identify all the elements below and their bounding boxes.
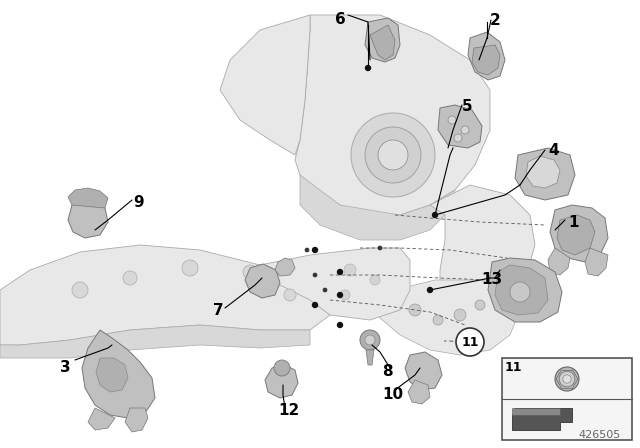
Circle shape [340, 290, 350, 300]
Circle shape [344, 264, 356, 276]
Polygon shape [526, 156, 560, 188]
Polygon shape [472, 45, 500, 75]
Polygon shape [275, 258, 295, 276]
Polygon shape [0, 245, 330, 345]
Text: 1: 1 [568, 215, 579, 230]
Polygon shape [96, 358, 128, 392]
Polygon shape [548, 248, 570, 275]
Polygon shape [265, 364, 298, 398]
Polygon shape [512, 408, 572, 430]
Circle shape [433, 315, 443, 325]
Text: 8: 8 [382, 364, 392, 379]
Polygon shape [515, 148, 575, 200]
Text: 3: 3 [60, 360, 70, 375]
Text: 11: 11 [461, 336, 479, 349]
Circle shape [305, 248, 309, 252]
Text: 7: 7 [213, 303, 223, 318]
Circle shape [563, 375, 572, 383]
Circle shape [123, 271, 137, 285]
Circle shape [559, 371, 575, 387]
Text: 426505: 426505 [579, 430, 621, 440]
Polygon shape [295, 15, 490, 215]
Circle shape [72, 282, 88, 298]
Polygon shape [68, 200, 108, 238]
Circle shape [182, 260, 198, 276]
Circle shape [456, 328, 484, 356]
Circle shape [312, 302, 317, 307]
Circle shape [461, 126, 469, 134]
Polygon shape [585, 248, 608, 276]
Polygon shape [366, 350, 374, 365]
Polygon shape [245, 264, 280, 298]
Polygon shape [405, 352, 442, 390]
Circle shape [448, 116, 456, 124]
Polygon shape [220, 15, 310, 155]
Text: 9: 9 [133, 195, 143, 210]
Circle shape [337, 293, 342, 297]
Circle shape [284, 289, 296, 301]
Circle shape [243, 265, 257, 279]
Text: 2: 2 [490, 13, 500, 28]
Polygon shape [82, 330, 155, 418]
Circle shape [454, 309, 466, 321]
Circle shape [351, 113, 435, 197]
Circle shape [274, 360, 290, 376]
Circle shape [433, 212, 438, 217]
Polygon shape [438, 105, 482, 148]
Circle shape [428, 288, 433, 293]
Text: 13: 13 [481, 272, 502, 287]
Text: 4: 4 [548, 143, 559, 158]
Polygon shape [260, 248, 410, 320]
Circle shape [360, 330, 380, 350]
Text: 5: 5 [462, 99, 472, 114]
Text: 11: 11 [505, 361, 522, 374]
Text: 12: 12 [278, 403, 300, 418]
Circle shape [313, 273, 317, 277]
Text: 10: 10 [382, 387, 403, 402]
Polygon shape [408, 380, 430, 404]
Circle shape [337, 270, 342, 275]
Polygon shape [300, 175, 455, 240]
Circle shape [555, 367, 579, 391]
Polygon shape [495, 265, 548, 315]
Circle shape [378, 140, 408, 170]
Circle shape [323, 288, 327, 292]
Polygon shape [88, 408, 115, 430]
Polygon shape [550, 205, 608, 262]
Circle shape [337, 323, 342, 327]
Polygon shape [468, 32, 505, 80]
Circle shape [312, 247, 317, 253]
Circle shape [378, 246, 382, 250]
Polygon shape [512, 408, 560, 415]
Polygon shape [365, 18, 400, 62]
Circle shape [475, 300, 485, 310]
Bar [502, 358, 632, 440]
Circle shape [409, 304, 421, 316]
Polygon shape [430, 185, 535, 325]
Polygon shape [557, 215, 595, 255]
Polygon shape [370, 280, 520, 355]
Polygon shape [488, 258, 562, 322]
Polygon shape [0, 325, 310, 358]
Circle shape [510, 282, 530, 302]
Circle shape [365, 65, 371, 70]
Circle shape [365, 335, 375, 345]
Polygon shape [125, 408, 148, 432]
Polygon shape [68, 188, 108, 208]
Circle shape [370, 275, 380, 285]
Text: 6: 6 [335, 12, 346, 27]
Circle shape [365, 127, 421, 183]
Circle shape [454, 134, 462, 142]
Polygon shape [370, 25, 395, 60]
